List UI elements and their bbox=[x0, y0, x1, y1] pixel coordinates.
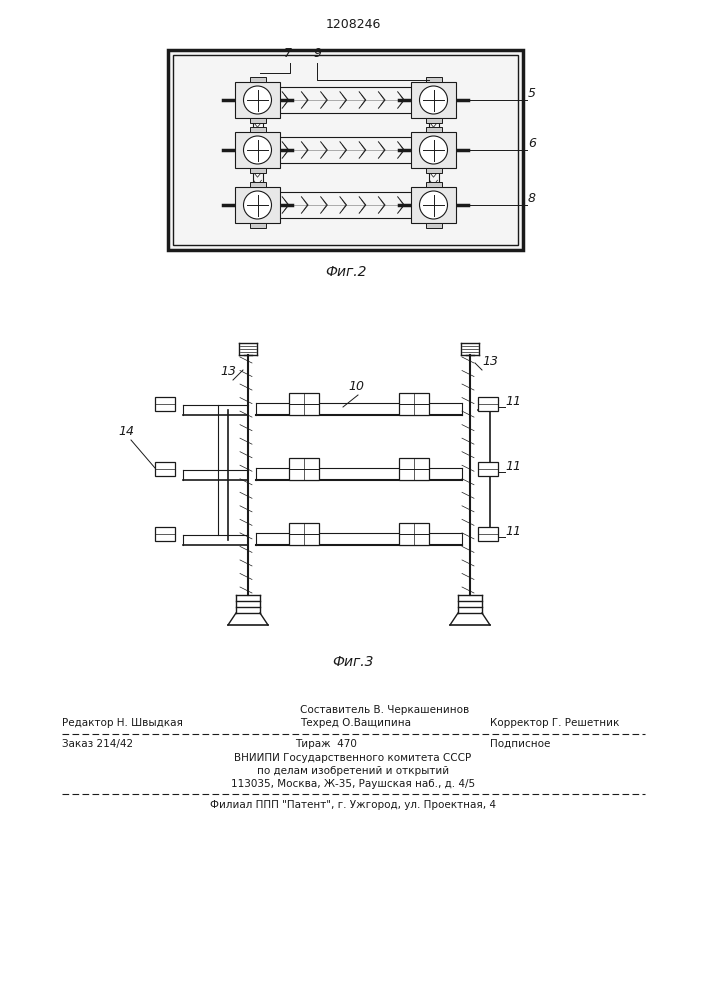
Text: Филиал ППП "Патент", г. Ужгород, ул. Проектная, 4: Филиал ППП "Патент", г. Ужгород, ул. Про… bbox=[210, 800, 496, 810]
Bar bbox=[168, 50, 523, 250]
Text: 9: 9 bbox=[313, 47, 321, 60]
Bar bbox=[235, 187, 280, 223]
Bar bbox=[250, 77, 266, 82]
Text: 7: 7 bbox=[284, 47, 292, 60]
Bar bbox=[155, 527, 175, 541]
Bar bbox=[478, 462, 498, 476]
Bar bbox=[426, 168, 441, 173]
Bar bbox=[399, 393, 429, 415]
Bar bbox=[289, 523, 319, 545]
Text: Корректор Г. Решетник: Корректор Г. Решетник bbox=[490, 718, 619, 728]
Text: Редактор Н. Швыдкая: Редактор Н. Швыдкая bbox=[62, 718, 183, 728]
Text: 11: 11 bbox=[505, 395, 521, 408]
Bar bbox=[250, 127, 266, 132]
Text: 10: 10 bbox=[348, 380, 364, 393]
Circle shape bbox=[419, 191, 448, 219]
Bar bbox=[426, 223, 441, 228]
Bar bbox=[478, 527, 498, 541]
Text: Тираж  470: Тираж 470 bbox=[295, 739, 357, 749]
Bar bbox=[155, 397, 175, 411]
Bar bbox=[173, 55, 518, 245]
Bar bbox=[155, 462, 175, 476]
Bar bbox=[411, 187, 456, 223]
Bar bbox=[289, 393, 319, 415]
Text: 11: 11 bbox=[505, 525, 521, 538]
Bar bbox=[250, 182, 266, 187]
Text: Подписное: Подписное bbox=[490, 739, 550, 749]
Bar bbox=[250, 168, 266, 173]
Text: Техред О.Ващипина: Техред О.Ващипина bbox=[300, 718, 411, 728]
Text: Фиг.3: Фиг.3 bbox=[332, 655, 374, 669]
Bar bbox=[250, 118, 266, 123]
Bar bbox=[399, 458, 429, 480]
Text: Составитель В. Черкашенинов: Составитель В. Черкашенинов bbox=[300, 705, 469, 715]
Bar bbox=[426, 182, 441, 187]
Bar bbox=[399, 523, 429, 545]
Circle shape bbox=[419, 86, 448, 114]
Bar bbox=[426, 77, 441, 82]
Bar bbox=[289, 458, 319, 480]
Circle shape bbox=[243, 191, 271, 219]
Bar bbox=[235, 132, 280, 168]
Bar bbox=[426, 127, 441, 132]
Text: 8: 8 bbox=[528, 192, 536, 205]
Text: Заказ 214/42: Заказ 214/42 bbox=[62, 739, 133, 749]
Circle shape bbox=[243, 86, 271, 114]
Bar bbox=[411, 82, 456, 118]
Text: Фиг.2: Фиг.2 bbox=[325, 265, 366, 279]
Bar bbox=[250, 223, 266, 228]
Text: 5: 5 bbox=[528, 87, 536, 100]
Text: 1208246: 1208246 bbox=[325, 18, 380, 31]
Text: ВНИИПИ Государственного комитета СССР: ВНИИПИ Государственного комитета СССР bbox=[235, 753, 472, 763]
Bar bbox=[478, 397, 498, 411]
Text: 13: 13 bbox=[220, 365, 236, 378]
Bar bbox=[411, 132, 456, 168]
Bar bbox=[235, 82, 280, 118]
Circle shape bbox=[243, 136, 271, 164]
Circle shape bbox=[419, 136, 448, 164]
Text: по делам изобретений и открытий: по делам изобретений и открытий bbox=[257, 766, 449, 776]
Bar bbox=[426, 118, 441, 123]
Text: 11: 11 bbox=[505, 460, 521, 473]
Text: 113035, Москва, Ж-35, Раушская наб., д. 4/5: 113035, Москва, Ж-35, Раушская наб., д. … bbox=[231, 779, 475, 789]
Text: 14: 14 bbox=[118, 425, 134, 438]
Text: 13: 13 bbox=[482, 355, 498, 368]
Text: 6: 6 bbox=[528, 137, 536, 150]
